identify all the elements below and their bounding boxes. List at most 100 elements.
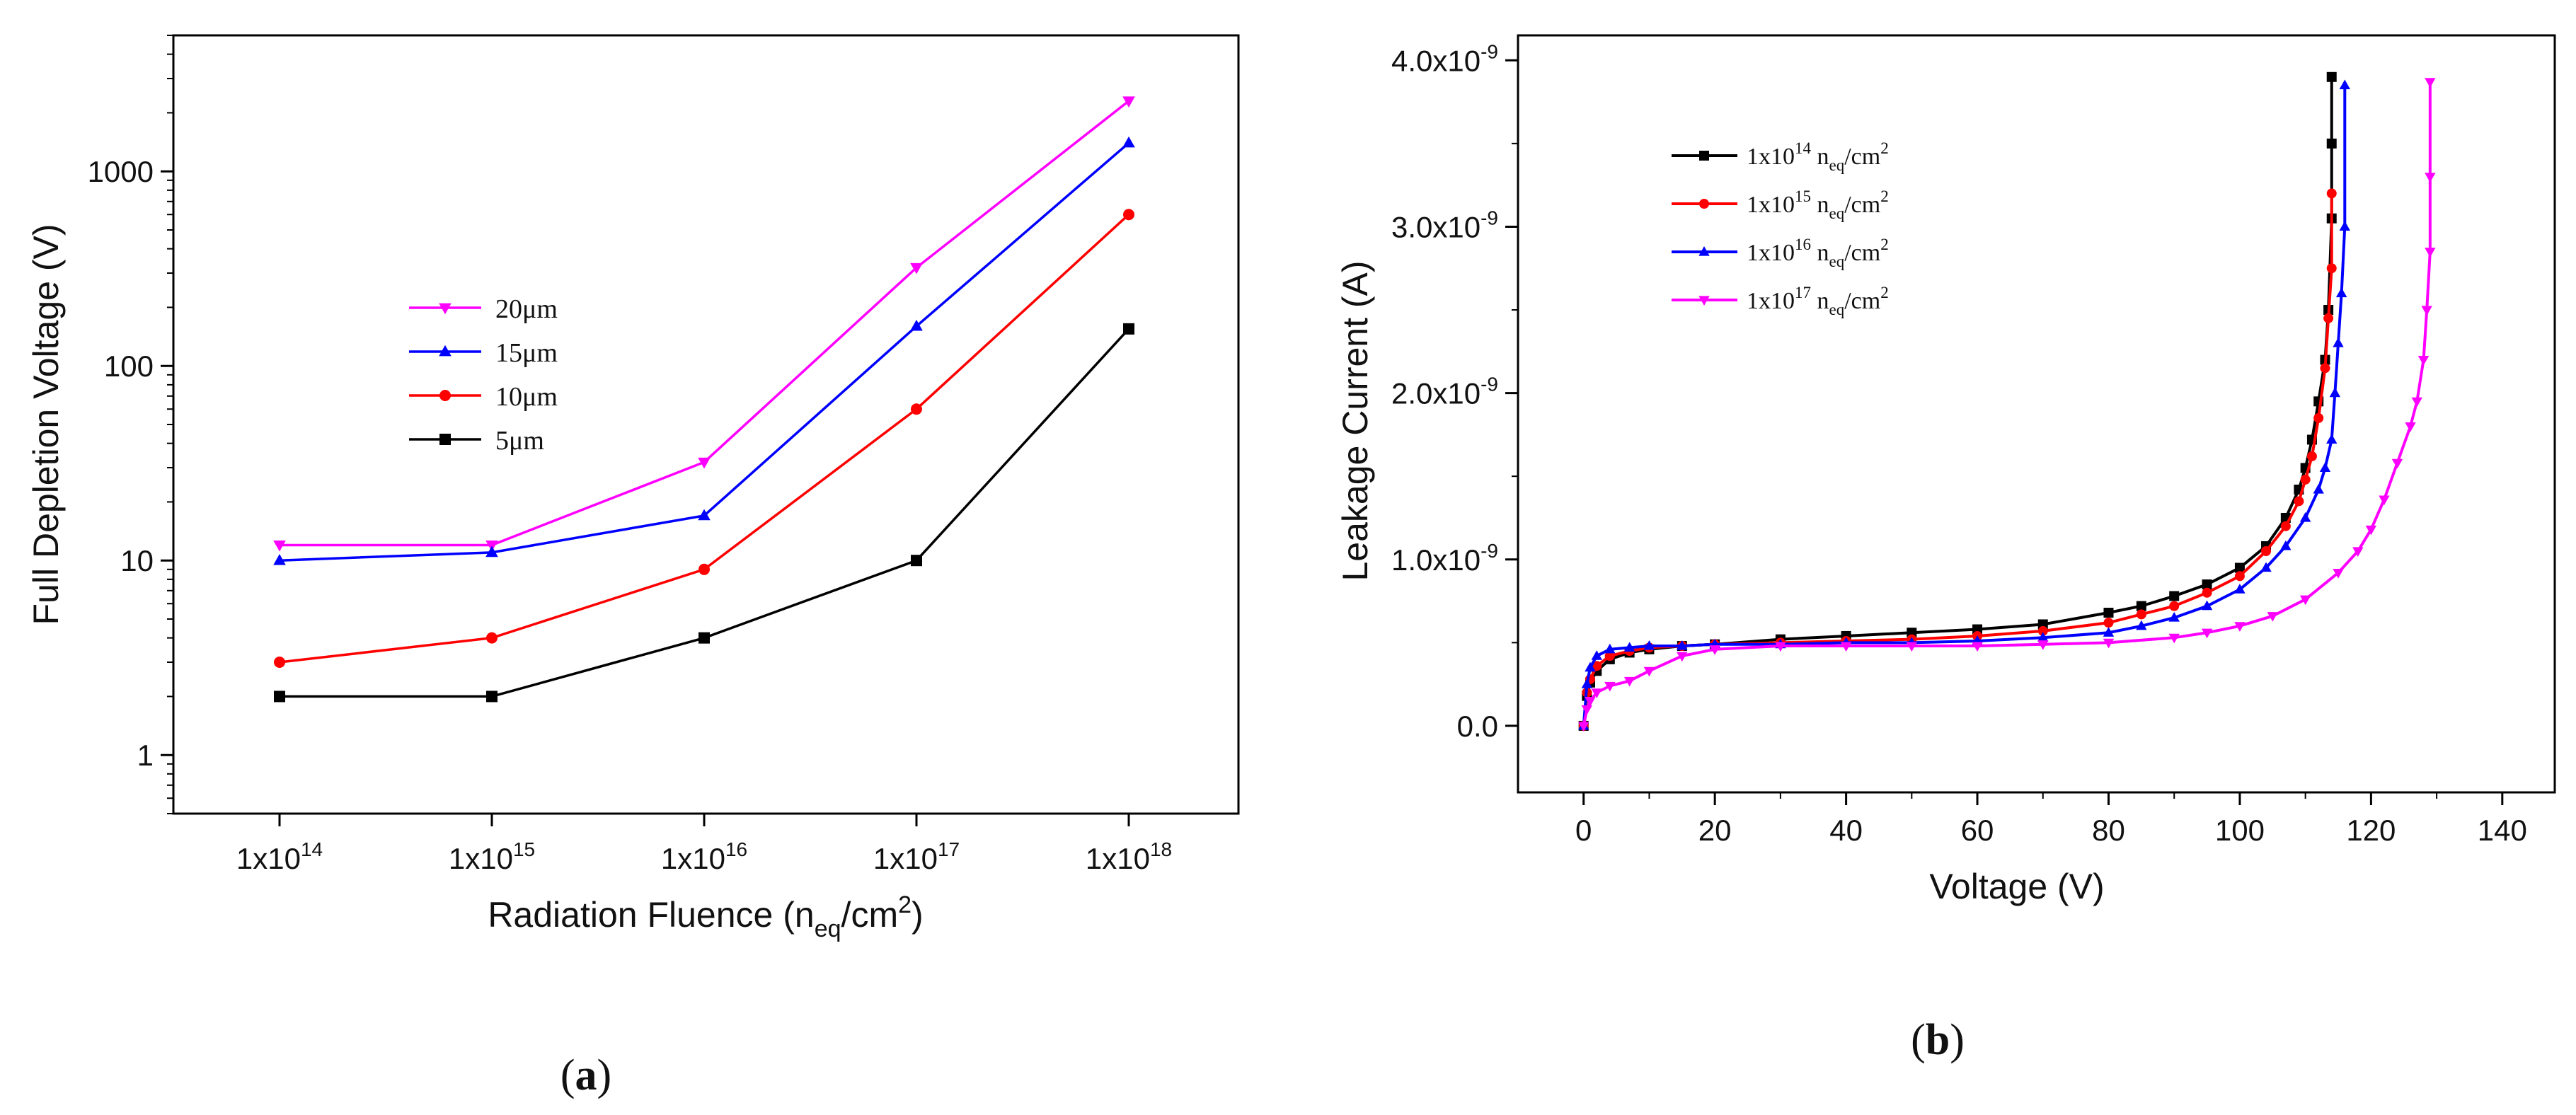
- panel-a-data-point: [910, 319, 923, 331]
- panel-b-data-point: [2136, 620, 2147, 630]
- panel-b-data-point: [2037, 632, 2049, 642]
- panel-b-data-point: [2168, 633, 2180, 644]
- panel-b-legend: 1x1014 neq/cm2 1x1015 neq/cm2 1x1016 neq/c…: [1672, 139, 1889, 318]
- panel-b-data-point: [1578, 722, 1589, 732]
- panel-b-data-point: [2103, 608, 2114, 618]
- panel-b-legend-label: 1x1016 neq/cm2: [1747, 236, 1889, 270]
- panel-b-x-tick-label: 120: [2346, 814, 2396, 847]
- panel-a-legend: 20μm 15μm 10μm 5μm: [409, 294, 558, 456]
- panel-b-data-point: [2280, 521, 2291, 531]
- panel-b-data-point: [1643, 640, 1655, 650]
- panel-b-data-point: [2421, 306, 2432, 316]
- panel-a-y-tick-label: 1: [137, 739, 154, 772]
- panel-a-series-group: [273, 96, 1135, 703]
- panel-b-data-point: [2168, 612, 2180, 622]
- panel-b-y-ticks: 0.0 1.0x10-9 2.0x10-9 3.0x10-9 4.0x10-9: [1391, 40, 1518, 743]
- panel-a-data-point: [910, 262, 923, 275]
- panel-b-data-point: [1709, 645, 1720, 655]
- panel-a-data-point: [698, 632, 710, 644]
- panel-b-data-point: [2201, 628, 2213, 639]
- panel-a-x-tick-label: 1x1016: [661, 838, 747, 875]
- panel-b-legend-marker: [1699, 199, 1709, 209]
- panel-b-data-point: [2306, 451, 2317, 461]
- panel-a-x-tick-label: 1x1018: [1086, 838, 1172, 875]
- panel-a-data-point: [274, 657, 285, 669]
- panel-b-data-point: [2339, 79, 2350, 90]
- panel-b-y-tick-label: 1.0x10-9: [1391, 540, 1498, 577]
- panel-b-data-point: [2425, 173, 2436, 183]
- panel-b-x-axis-label: Voltage (V): [1929, 867, 2104, 906]
- panel-a-x-ticks: 1x1014 1x1015 1x1016 1x1017 1x1018: [236, 814, 1172, 875]
- panel-b-data-point: [1592, 661, 1602, 671]
- panel-a-legend-marker: [439, 390, 451, 401]
- panel-b-data-point: [2319, 462, 2331, 473]
- panel-b-data-point: [2425, 248, 2436, 258]
- panel-b-data-point: [2267, 612, 2278, 622]
- panel-b-plot-frame: [1517, 34, 2556, 794]
- panel-b-data-point: [2411, 397, 2422, 408]
- panel-b-x-tick-label: 20: [1698, 814, 1732, 847]
- panel-b-data-point: [2103, 618, 2114, 628]
- panel-b-data-point: [1585, 697, 1596, 707]
- panel-a-y-tick-label: 10: [120, 544, 154, 577]
- panel-b-data-point: [1581, 678, 1593, 688]
- panel-b-data-point: [2037, 625, 2048, 636]
- panel-b-data-point: [2103, 627, 2115, 637]
- panel-a-legend-label: 5μm: [495, 426, 544, 456]
- panel-a-data-point: [486, 691, 498, 703]
- panel-b-y-tick-label: 3.0x10-9: [1391, 207, 1498, 243]
- panel-b-data-point: [2333, 568, 2344, 579]
- panel-b-series-group: [1578, 71, 2436, 732]
- panel-b-data-point: [2136, 609, 2146, 620]
- panel-b-data-point: [2326, 434, 2338, 444]
- panel-b-data-point: [2300, 474, 2311, 485]
- panel-b-legend-label: 1x1017 neq/cm2: [1747, 284, 1889, 318]
- panel-a-legend-label: 15μm: [495, 338, 558, 368]
- panel-b-x-tick-label: 40: [1829, 814, 1863, 847]
- panel-a-data-point: [1123, 209, 1134, 221]
- panel-b-data-point: [2261, 546, 2272, 557]
- panel-b-legend-marker: [1698, 245, 1710, 256]
- panel-b-data-point: [2320, 363, 2330, 374]
- panel-b-data-point: [2234, 562, 2245, 573]
- panel-b-data-point: [2333, 337, 2344, 347]
- panel-a-x-tick-label: 1x1014: [236, 838, 323, 875]
- panel-b-data-point: [1643, 666, 1655, 677]
- panel-b-y-axis-label: Leakage Current (A): [1335, 260, 1375, 581]
- panel-b-y-tick-label: 2.0x10-9: [1391, 374, 1498, 410]
- panel-b-data-point: [1972, 642, 1983, 652]
- panel-b-x-ticks: 0 20 40 60 80 100 120 140: [1575, 792, 2527, 847]
- panel-b-data-point: [2329, 387, 2341, 398]
- panel-b-data-point: [1581, 705, 1593, 715]
- panel-b-data-point: [2352, 547, 2364, 558]
- panel-b-data-point: [2391, 458, 2403, 469]
- panel-a-data-point: [698, 457, 711, 469]
- panel-a-legend-label: 10μm: [495, 382, 558, 412]
- panel-b-data-point: [1906, 642, 1918, 652]
- panel-a-y-tick-label: 100: [104, 349, 154, 383]
- panel-b-data-point: [2299, 512, 2311, 522]
- panel-a-legend-marker: [439, 345, 452, 357]
- panel-b-data-point: [2294, 496, 2304, 507]
- panel-b-data-point: [2202, 579, 2212, 590]
- panel-a-data-point: [273, 554, 286, 565]
- panel-a-y-ticks: 1 10 100 1000: [88, 35, 173, 814]
- panel-b-data-point: [2260, 562, 2272, 572]
- panel-b-data-point: [2280, 540, 2292, 550]
- panel-b-data-point: [1604, 681, 1616, 692]
- panel-b-data-point: [2201, 600, 2213, 611]
- panel-b-data-point: [1585, 662, 1596, 672]
- panel-b-data-point: [2299, 595, 2311, 606]
- panel-b-x-tick-label: 0: [1575, 814, 1592, 847]
- panel-b-y-tick-label: 0.0: [1457, 710, 1498, 743]
- panel-b-legend-marker: [1699, 151, 1709, 161]
- panel-a-data-point: [486, 632, 498, 644]
- panel-b-data-point: [2417, 355, 2430, 366]
- panel-b-data-point: [2405, 422, 2416, 432]
- panel-b-data-point: [1677, 640, 1688, 650]
- panel-b-data-point: [2313, 483, 2324, 494]
- panel-a-label: (a): [560, 1051, 611, 1099]
- panel-a-data-point: [911, 555, 922, 567]
